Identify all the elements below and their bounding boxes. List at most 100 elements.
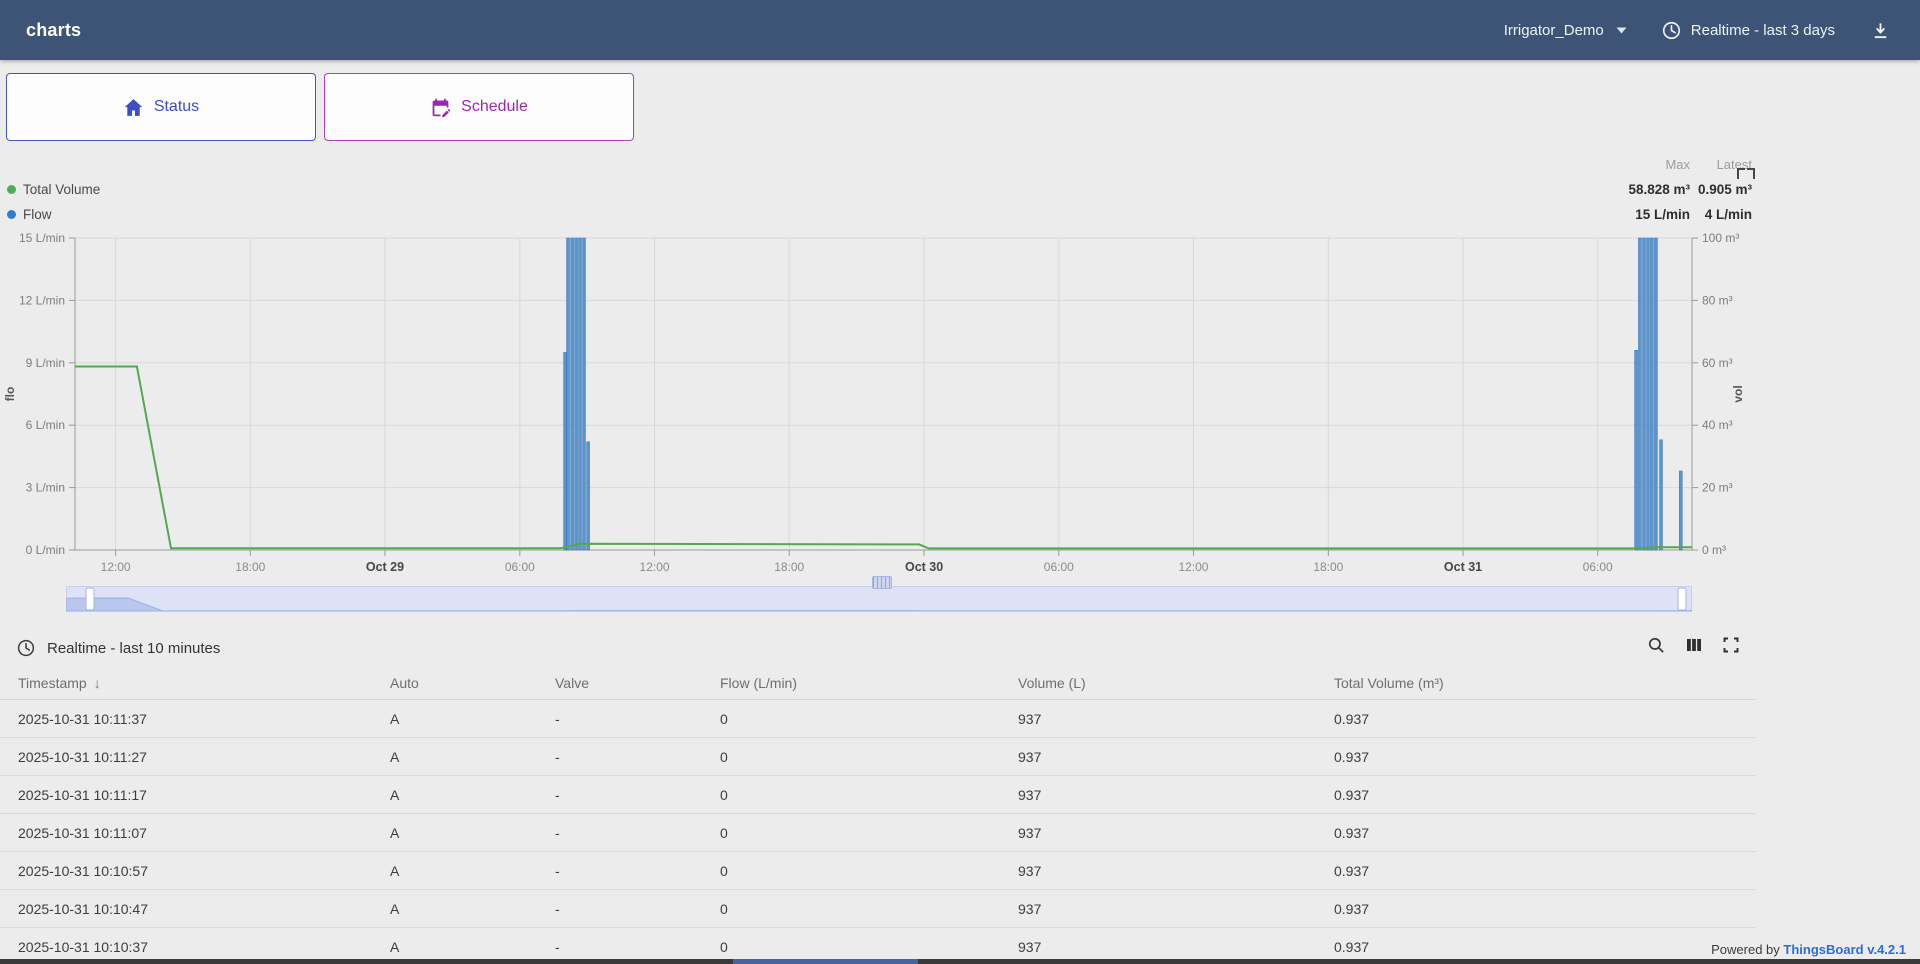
total-volume-max-value: 58.828 m³: [1628, 182, 1690, 197]
download-icon: [1874, 22, 1887, 38]
table-cell: 2025-10-31 10:11:27: [0, 737, 372, 776]
table-cell: 0: [702, 927, 1000, 964]
export-dashboard-button[interactable]: [1871, 21, 1890, 40]
entity-select[interactable]: Irrigator_Demo: [1504, 22, 1627, 39]
col-header-auto[interactable]: Auto: [372, 666, 537, 700]
calendar-edit-icon: [432, 98, 451, 117]
table-search-button[interactable]: [1647, 636, 1666, 660]
svg-text:Oct 29: Oct 29: [366, 560, 404, 574]
table-row: 2025-10-31 10:10:47 A -0 937 0.937: [0, 889, 1756, 928]
table-cell: 937: [1000, 737, 1316, 776]
table-cell: 937: [1000, 889, 1316, 928]
range-slider-move-handle[interactable]: [872, 576, 892, 589]
svg-text:9 L/min: 9 L/min: [26, 356, 65, 370]
svg-text:15 L/min: 15 L/min: [19, 231, 65, 245]
nav-card-schedule[interactable]: Schedule: [324, 73, 634, 141]
table-cell: 937: [1000, 851, 1316, 890]
col-header-volume[interactable]: Volume (L): [1000, 666, 1316, 700]
page-title: charts: [26, 19, 82, 40]
telemetry-table: Timestamp ↓ Auto Valve Flow (L/min) Volum…: [0, 666, 1756, 964]
sort-desc-icon: ↓: [93, 674, 101, 691]
total-volume-dot-icon: [7, 185, 16, 194]
legend-label: Flow: [23, 207, 52, 222]
table-row: 2025-10-31 10:11:07 A -0 937 0.937: [0, 813, 1756, 852]
legend-item-total-volume[interactable]: Total Volume: [7, 177, 100, 202]
thingsboard-version-link[interactable]: ThingsBoard v.4.2.1: [1783, 942, 1906, 957]
table-cell: 2025-10-31 10:11:17: [0, 775, 372, 814]
table-cell: A: [372, 851, 537, 890]
flow-bars: [563, 237, 1683, 551]
table-cell: -: [537, 737, 702, 776]
table-row: 2025-10-31 10:10:37 A -0 937 0.937: [0, 927, 1756, 964]
table-row: 2025-10-31 10:11:37 A -0 937 0.937: [0, 699, 1756, 738]
table-cell: 937: [1000, 813, 1316, 852]
table-cell: A: [372, 775, 537, 814]
svg-text:flo: flo: [3, 387, 17, 402]
table-cell: -: [537, 889, 702, 928]
col-header-total-volume[interactable]: Total Volume (m³): [1316, 666, 1756, 700]
timewindow-button[interactable]: Realtime - last 3 days: [1661, 20, 1835, 41]
legend-item-flow[interactable]: Flow: [7, 202, 100, 227]
svg-text:18:00: 18:00: [1313, 560, 1343, 574]
table-fullscreen-button[interactable]: [1722, 636, 1740, 660]
chart-legend-series: Total Volume Flow: [7, 177, 100, 227]
table-cell: 2025-10-31 10:11:07: [0, 813, 372, 852]
table-cell: 2025-10-31 10:10:37: [0, 927, 372, 964]
range-slider-left-handle: [85, 587, 95, 611]
table-cell: 0: [702, 813, 1000, 852]
svg-text:6 L/min: 6 L/min: [26, 418, 65, 432]
table-cell: 2025-10-31 10:10:57: [0, 851, 372, 890]
nav-card-label: Schedule: [461, 98, 528, 115]
table-cell: 937: [1000, 699, 1316, 738]
table-cell: 2025-10-31 10:10:47: [0, 889, 372, 928]
nav-card-status[interactable]: Status: [6, 73, 316, 141]
clock-icon: [16, 638, 36, 658]
svg-text:12 L/min: 12 L/min: [19, 293, 65, 307]
svg-text:vol: vol: [1731, 385, 1745, 402]
columns-icon: [1687, 639, 1701, 651]
legend-max-header: Max: [1665, 157, 1690, 172]
table-cell: -: [537, 699, 702, 738]
bottom-scrollbar[interactable]: [0, 959, 1920, 964]
table-cell: 0: [702, 699, 1000, 738]
flow-latest-value: 4 L/min: [1704, 207, 1752, 222]
svg-text:100 m³: 100 m³: [1702, 231, 1739, 245]
table-cell: 937: [1000, 927, 1316, 964]
col-header-flow[interactable]: Flow (L/min): [702, 666, 1000, 700]
table-cell: A: [372, 813, 537, 852]
flow-max-value: 15 L/min: [1635, 207, 1690, 222]
table-cell: A: [372, 889, 537, 928]
svg-text:06:00: 06:00: [505, 560, 535, 574]
table-cell: -: [537, 775, 702, 814]
chart-range-slider[interactable]: [65, 584, 1693, 615]
table-cell: 0.937: [1316, 889, 1756, 928]
timeseries-chart[interactable]: 12:00 18:00 Oct 29 06:00 12:00 18:00 Oct 30 06:…: [0, 230, 1790, 580]
svg-text:18:00: 18:00: [774, 560, 804, 574]
svg-text:60 m³: 60 m³: [1702, 356, 1733, 370]
table-header-row: Timestamp ↓ Auto Valve Flow (L/min) Volum…: [0, 666, 1756, 700]
table-cell: -: [537, 851, 702, 890]
range-slider-track[interactable]: [65, 584, 1693, 615]
bottom-scrollbar-thumb[interactable]: [733, 959, 918, 964]
table-cell: A: [372, 699, 537, 738]
svg-text:06:00: 06:00: [1044, 560, 1074, 574]
svg-text:80 m³: 80 m³: [1702, 293, 1733, 307]
svg-text:18:00: 18:00: [235, 560, 265, 574]
svg-text:3 L/min: 3 L/min: [26, 481, 65, 495]
svg-text:20 m³: 20 m³: [1702, 481, 1733, 495]
table-columns-button[interactable]: [1685, 636, 1703, 660]
table-cell: 0.937: [1316, 775, 1756, 814]
svg-text:Oct 31: Oct 31: [1444, 560, 1482, 574]
table-cell: 0.937: [1316, 737, 1756, 776]
chevron-down-icon: [1616, 27, 1627, 33]
col-header-timestamp[interactable]: Timestamp ↓: [0, 666, 372, 700]
col-header-valve[interactable]: Valve: [537, 666, 702, 700]
total-volume-line: [75, 365, 1692, 550]
legend-label: Total Volume: [23, 182, 101, 197]
latest-values-table-widget: Realtime - last 10 minutes: [0, 630, 1756, 964]
table-cell: 2025-10-31 10:11:37: [0, 699, 372, 738]
clock-icon: [1662, 21, 1680, 39]
total-volume-latest-value: 0.905 m³: [1697, 182, 1752, 197]
table-cell: 0: [702, 851, 1000, 890]
